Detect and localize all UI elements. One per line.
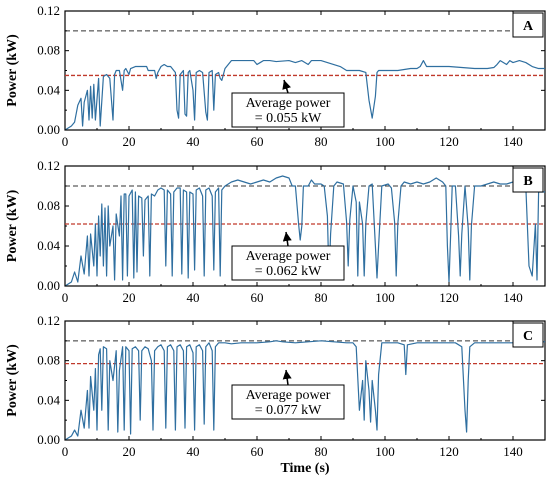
x-tick-label: 0 [62,444,69,459]
y-axis-title: Power (kW) [5,344,20,417]
y-tick-label: 0.12 [37,158,60,173]
annotation-line-2: = 0.062 kW [255,264,322,279]
panel-c: 0 20 40 60 80 100 120 140 0.00 0.04 0.08 0.12 Power … [5,313,546,476]
panel-label-box [512,322,544,348]
annotation-line-2: = 0.077 kW [255,403,322,418]
annotation-arrow [282,231,292,247]
power-series-line [64,59,545,131]
y-tick-label: 0.12 [37,3,60,18]
panel-label-box [512,167,544,193]
x-tick-label: 80 [315,444,328,459]
annotation-arrow [282,369,292,386]
x-tick-label: 80 [315,134,328,149]
x-tick-label: 0 [62,290,69,305]
x-tick-label: 120 [439,444,459,459]
panel-label: C [523,329,533,344]
x-tick-label: 80 [315,290,328,305]
y-tick-label: 0.00 [37,122,60,137]
panel-a: 0 20 40 60 80 100 120 140 0.00 0.04 0.08 0.12 Power … [5,3,546,149]
annotation-arrow [282,79,291,94]
annotation-line-1: Average power [246,96,331,111]
y-axis-title: Power (kW) [5,34,20,107]
y-tick-label: 0.08 [37,353,60,368]
x-tick-label: 40 [187,290,200,305]
x-tick-label: 100 [375,290,395,305]
x-tick-label: 120 [439,134,459,149]
y-tick-label: 0.04 [37,82,60,97]
x-tick-label: 20 [123,134,136,149]
panel-label: A [523,19,534,34]
x-tick-label: 40 [187,134,200,149]
annotation-line-2: = 0.055 kW [255,111,322,126]
x-tick-label: 140 [503,134,523,149]
x-tick-label: 100 [375,444,395,459]
annotation-line-1: Average power [246,388,331,403]
x-tick-label: 60 [251,444,264,459]
y-tick-label: 0.08 [37,198,60,213]
x-axis-title: Time (s) [280,461,329,476]
y-tick-label: 0.04 [37,392,60,407]
panel-label-box [512,12,544,38]
x-tick-label: 100 [375,134,395,149]
chart-panels: 0 20 40 60 80 100 120 140 0.00 0.04 0.08 0.12 Power … [5,3,546,476]
annotation-box [231,384,345,420]
x-tick-label: 140 [503,444,523,459]
x-tick-label: 20 [123,444,136,459]
y-tick-label: 0.00 [37,432,60,447]
panel-label: B [523,174,532,189]
y-axis-title: Power (kW) [5,189,20,262]
x-tick-label: 120 [439,290,459,305]
power-series-line [64,340,545,441]
annotation-box [231,92,345,128]
panel-b: 0 20 40 60 80 100 120 140 0.00 0.04 0.08 0.12 Power … [5,158,546,305]
x-tick-label: 60 [251,134,264,149]
x-tick-label: 140 [503,290,523,305]
y-tick-label: 0.12 [37,313,60,328]
annotation-line-1: Average power [246,249,331,264]
x-tick-label: 40 [187,444,200,459]
x-tick-label: 60 [251,290,264,305]
y-tick-label: 0.08 [37,43,60,58]
plot-frame [64,320,546,441]
y-tick-label: 0.04 [37,238,60,253]
y-tick-label: 0.00 [37,278,60,293]
x-tick-label: 0 [62,134,69,149]
x-tick-label: 20 [123,290,136,305]
